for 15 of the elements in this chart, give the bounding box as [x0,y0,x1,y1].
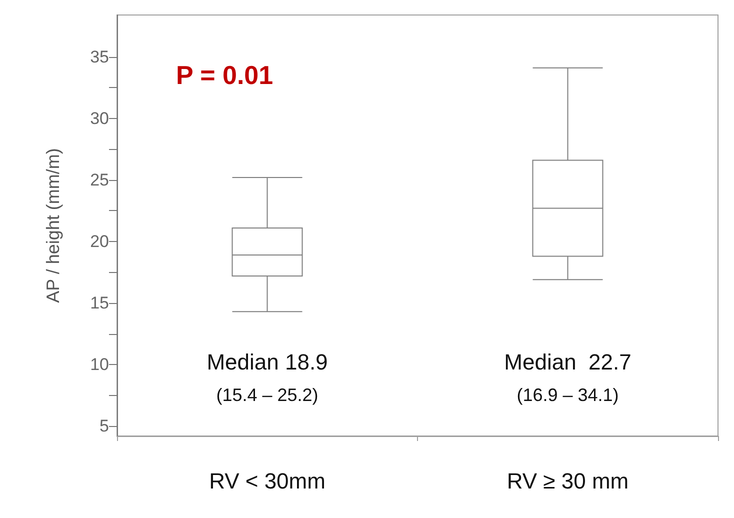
y-tick-label: 35 [90,47,109,66]
y-tick-label: 25 [90,170,109,190]
x-tick-label: RV ≥ 30 mm [506,468,629,494]
annotation: (16.9 – 34.1) [516,385,619,405]
y-axis-title: AP / height (mm/m) [43,148,63,303]
y-tick-label: 15 [90,294,109,313]
x-tick-label: RV < 30mm [209,468,326,494]
annotation: Median 22.7 [504,350,632,374]
y-tick-label: 5 [100,416,109,436]
y-tick-label: 20 [90,232,109,252]
y-tick-label: 10 [90,355,109,374]
annotation: (15.4 – 25.2) [216,385,318,405]
y-tick-label: 30 [90,108,109,128]
annotation: Median 18.9 [206,350,328,374]
annotation: P = 0.01 [176,60,274,90]
